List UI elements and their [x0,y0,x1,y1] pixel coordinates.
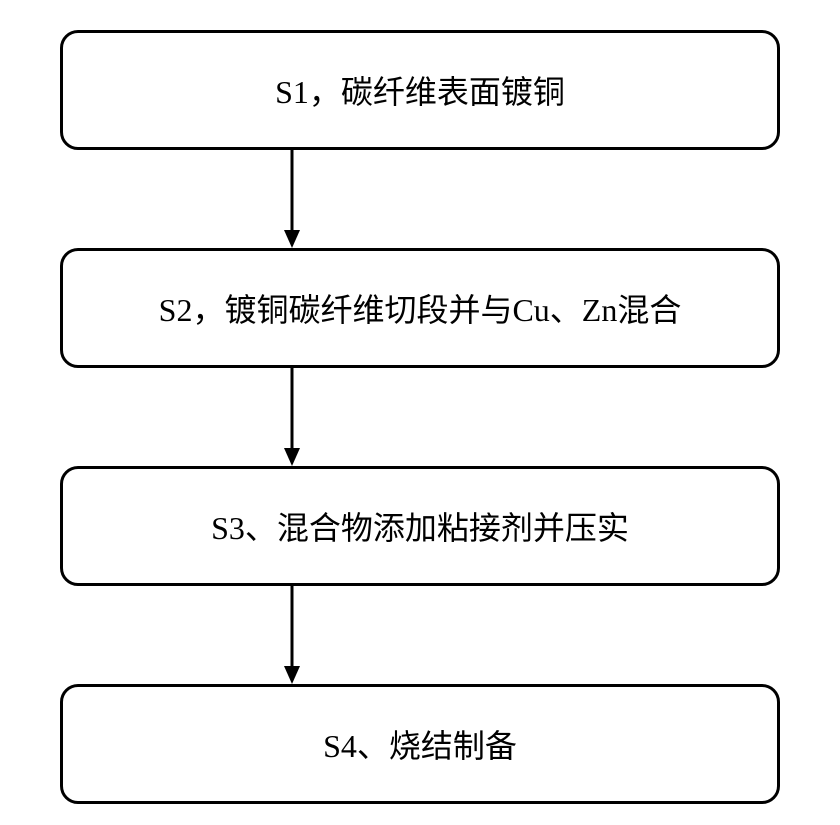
flow-node-label: S2，镀铜碳纤维切段并与Cu、Zn混合 [159,285,682,331]
flowchart-canvas: S1，碳纤维表面镀铜 S2，镀铜碳纤维切段并与Cu、Zn混合 S3、混合物添加粘接剂… [0,0,840,825]
flow-node-n4: S4、烧结制备 [60,684,780,804]
flow-arrow [276,150,308,248]
flow-node-n2: S2，镀铜碳纤维切段并与Cu、Zn混合 [60,248,780,368]
flow-arrow [276,368,308,466]
flow-node-label: S4、烧结制备 [323,721,517,767]
flow-arrow [276,586,308,684]
flow-node-label: S3、混合物添加粘接剂并压实 [211,503,629,549]
flow-node-n1: S1，碳纤维表面镀铜 [60,30,780,150]
flow-node-n3: S3、混合物添加粘接剂并压实 [60,466,780,586]
flow-node-label: S1，碳纤维表面镀铜 [275,67,565,113]
